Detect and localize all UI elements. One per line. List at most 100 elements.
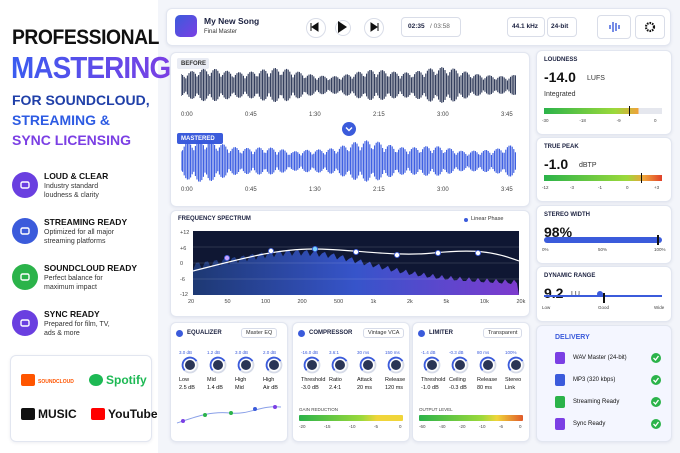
- time-label: 3:45: [501, 187, 513, 193]
- stat-value: 98%: [544, 224, 573, 240]
- stat-bar: [544, 108, 662, 114]
- glyph: [20, 227, 30, 235]
- knob-name: Release: [477, 377, 498, 383]
- knob-arc: [331, 356, 348, 371]
- mastered-label: MASTERED: [181, 135, 215, 142]
- dynamic-card: DYNAMIC RANGE 9.2 LU Low Good Wide: [536, 266, 672, 322]
- knob-value: 80 ms: [477, 385, 492, 391]
- time-label: 3:45: [501, 112, 513, 118]
- delivery-check: [651, 375, 661, 385]
- feature-icon: [12, 310, 38, 336]
- compressor-card: COMPRESSOR Vintage VCA -16.0 dB Threshold -3…: [292, 322, 410, 442]
- delivery-check: [651, 419, 661, 429]
- time-label: 3:00: [437, 112, 449, 118]
- time-label: 0:45: [245, 112, 257, 118]
- panel-preset[interactable]: Master EQ: [241, 328, 278, 338]
- knob-value: 2.4:1: [329, 385, 342, 391]
- stat-value: 9.2: [544, 285, 564, 301]
- knob-body: [363, 360, 373, 370]
- bit-depth-box: 24-bit: [547, 17, 577, 37]
- loudness-card: LOUDNESS -14.0 LUFS -30 -18 -9 0 Integrated: [536, 50, 672, 135]
- feature-icon: [12, 218, 38, 244]
- spectrum-x-label: 200: [297, 299, 307, 305]
- promo-line: FOR SOUNDCLOUD,: [12, 92, 150, 108]
- knob-top: 3.0 dB: [235, 350, 249, 355]
- spectrum-x-label: 2k: [407, 299, 413, 305]
- knob-top: 2.0 dB: [263, 350, 277, 355]
- spectrum-mode[interactable]: Linear Phase: [471, 216, 504, 222]
- knob-name: Attack: [357, 377, 373, 383]
- knob-value: -1.0 dB: [421, 385, 439, 391]
- mode-dot: [464, 218, 468, 222]
- knob-body: [391, 360, 401, 370]
- stat-marker: [640, 173, 643, 183]
- knob-top: 3.6:1: [329, 350, 340, 355]
- stat-scale: Good: [598, 305, 610, 310]
- meter-bar: [299, 415, 403, 421]
- knob-name: Ceiling: [449, 377, 466, 383]
- play-icon: [338, 21, 347, 33]
- logo-icon: [91, 408, 105, 420]
- knob: [265, 356, 283, 374]
- glyph: [653, 355, 660, 361]
- app-icon: [175, 15, 197, 37]
- time-label: 0:00: [181, 112, 193, 118]
- meter-scale: -5: [374, 424, 379, 429]
- promo-headline: MASTERING: [11, 50, 171, 85]
- knob-arc: [479, 356, 496, 371]
- knob: [507, 356, 525, 374]
- transport-icons: [310, 21, 379, 33]
- wave-glyph: [609, 22, 620, 32]
- panel-preset[interactable]: Transparent: [483, 328, 523, 338]
- limiter-card: LIMITER Transparent -1.4 dB Threshold -1.0 d…: [412, 322, 530, 442]
- panel-preset[interactable]: Vintage VCA: [363, 328, 405, 338]
- stat-scale: +3: [654, 185, 660, 190]
- range-knob: [597, 291, 603, 297]
- feature-title: STREAMING READY: [44, 217, 128, 227]
- knob-top: 150 ms: [385, 350, 400, 355]
- knob-arc: [451, 356, 468, 371]
- settings-button[interactable]: [635, 15, 665, 39]
- eq-node: [223, 254, 230, 261]
- knob-value: Link: [505, 385, 516, 391]
- meter-bar: [419, 415, 523, 421]
- knob-value: -0.3 dB: [449, 385, 467, 391]
- compare-toggle[interactable]: [342, 122, 356, 136]
- glyph: [20, 319, 30, 327]
- stat-scale: Wide: [654, 305, 665, 310]
- stat-scale: -9: [616, 118, 621, 123]
- check: [653, 399, 660, 405]
- stat-unit: dBTP: [579, 162, 597, 169]
- eq-node: [474, 249, 481, 256]
- knob-value: 120 ms: [385, 385, 404, 391]
- knob-top: 3.0 dB: [179, 350, 193, 355]
- feature-title: SOUNDCLOUD READY: [44, 263, 138, 273]
- knob-top: 30 ms: [357, 350, 370, 355]
- stat-scale: -3: [570, 185, 575, 190]
- feature-icon: [12, 264, 38, 290]
- knob-body: [185, 360, 195, 370]
- glyph: [644, 21, 656, 33]
- knob-body: [483, 360, 493, 370]
- glyph: [653, 421, 660, 427]
- stat-scale: -12: [542, 185, 549, 190]
- knob-value: Air dB: [263, 385, 278, 391]
- equalizer-card: EQUALIZER Master EQ 3.0 dB Low 2.5 dB 1.2 dB M…: [170, 322, 288, 442]
- top-bar: My New Song Final Master 02:35 / 03:58 44.1 …: [166, 8, 671, 46]
- knob: [451, 356, 469, 374]
- next-icon: [370, 22, 379, 32]
- spectrum-x-label: 5k: [443, 299, 450, 305]
- knob-name: Stereo: [505, 377, 522, 383]
- panel-title: COMPRESSOR: [309, 330, 353, 336]
- feature-text: streaming platforms: [44, 238, 106, 245]
- panel-icon: [418, 330, 425, 337]
- waveform-view-button[interactable]: [597, 15, 631, 39]
- delivery-icon: [555, 374, 565, 386]
- time-label: 1:30: [309, 187, 321, 193]
- stat-scale: 0%: [542, 247, 549, 252]
- knob-body: [455, 360, 465, 370]
- time-label: 0:45: [245, 187, 257, 193]
- stat-marker: [657, 235, 659, 245]
- meter-scale: -10: [479, 424, 486, 429]
